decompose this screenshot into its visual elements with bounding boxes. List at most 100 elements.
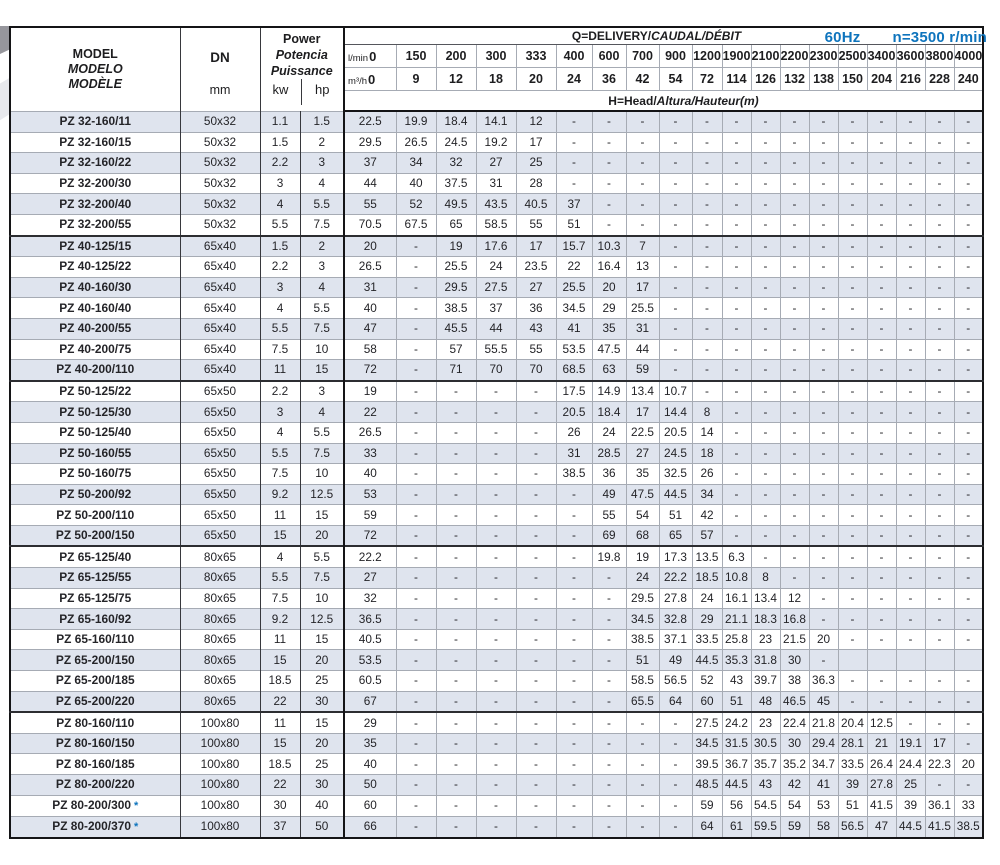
head-cell: - (751, 131, 781, 153)
head-cell: 33 (954, 794, 983, 817)
head-cell: 28.5 (592, 442, 627, 464)
head-cell: - (809, 379, 839, 402)
flow-m3h-cell: 204 (867, 67, 897, 91)
head-cell: - (867, 379, 897, 402)
table-header: MODEL MODELO MODÈLE DN mm Power Potencia Puissa… (10, 27, 983, 112)
kw-cell: 15 (260, 732, 301, 754)
hp-cell: 5.5 (300, 421, 345, 443)
flow-lmin-cell: 2500 (838, 44, 868, 68)
head-cell: - (896, 567, 926, 589)
head-cell: - (626, 774, 660, 796)
head-cell: - (659, 213, 693, 236)
head-cell: - (692, 359, 723, 381)
head-cell: - (896, 670, 926, 692)
head-cell: 20 (954, 753, 983, 775)
hp-cell: 20 (300, 524, 345, 547)
head-cell: 36.5 (344, 608, 397, 630)
head-cell: - (867, 401, 897, 423)
model-label: PZ 50-125/40 (59, 425, 132, 440)
hp-cell: 15 (300, 628, 345, 650)
head-cell: 42 (780, 774, 810, 796)
flow-m3h-cell: 114 (722, 67, 752, 91)
head-cell: 14 (692, 421, 723, 443)
flow-lmin-cell: 333 (516, 44, 557, 68)
head-cell: - (838, 504, 868, 526)
head-cell: 58.5 (476, 213, 517, 236)
head-cell: 37.5 (436, 172, 477, 194)
head-cell: - (954, 587, 983, 609)
head-cell: 17.5 (556, 379, 593, 402)
head-cell: - (722, 172, 752, 194)
head-cell: 18.3 (751, 608, 781, 630)
flow-m3h-cell: 150 (838, 67, 868, 91)
head-cell: - (751, 421, 781, 443)
head-cell: - (867, 193, 897, 215)
head-cell: - (476, 649, 517, 671)
head-cell: - (896, 338, 926, 360)
model-cell: PZ 65-160/110 (10, 628, 181, 650)
head-cell: 10.3 (592, 234, 627, 257)
head-cell: - (838, 690, 868, 713)
head-cell: - (516, 421, 557, 443)
head-cell: - (592, 753, 627, 775)
head-cell: - (896, 608, 926, 630)
head-cell: - (954, 483, 983, 505)
head-cell: 38.5 (954, 815, 983, 838)
model-cell: PZ 40-200/110 (10, 359, 181, 381)
dn-cell: 100x80 (180, 794, 261, 817)
head-cell: - (954, 567, 983, 589)
table-row: PZ 80-160/110 100x80 11 15 29- - - - - - - -27.5 24.… (10, 711, 983, 734)
head-cell: - (838, 421, 868, 443)
head-cell: - (751, 442, 781, 464)
kw-cell: 22 (260, 690, 301, 713)
head-cell: - (436, 649, 477, 671)
head-cell: - (436, 567, 477, 589)
head-cell: - (751, 379, 781, 402)
head-cell (896, 649, 926, 671)
head-cell: - (925, 131, 955, 153)
head-cell: 55 (516, 213, 557, 236)
model-cell: PZ 65-200/150 (10, 649, 181, 671)
dn-cell: 50x32 (180, 131, 261, 153)
head-cell: - (751, 463, 781, 485)
head-cell: - (751, 401, 781, 423)
head-cell: - (396, 338, 437, 360)
table-row: PZ 65-125/55 80x65 5.5 7.5 27- - - - - -24 22.2 18.… (10, 567, 983, 589)
head-cell: - (809, 483, 839, 505)
head-cell: - (396, 317, 437, 340)
head-cell: 38.5 (436, 297, 477, 319)
head-cell: - (556, 753, 593, 775)
flow-lmin-cell: l/min0 (344, 44, 397, 68)
head-cell: - (396, 628, 437, 650)
head-cell: - (838, 152, 868, 174)
kw-cell: 5.5 (260, 442, 301, 464)
head-cell: 29.5 (436, 276, 477, 298)
head-cell: 12.5 (867, 711, 897, 734)
hp-cell: 15 (300, 359, 345, 381)
head-cell: - (592, 774, 627, 796)
head-cell: - (476, 379, 517, 402)
head-cell: - (838, 213, 868, 236)
head-cell: 64 (692, 815, 723, 838)
head-cell: 60 (692, 690, 723, 713)
head-cell: 6.3 (722, 545, 752, 568)
flow-unit-label: l/min (348, 52, 369, 64)
head-cell: - (396, 359, 437, 381)
hp-cell: 3 (300, 152, 345, 174)
head-cell: - (692, 256, 723, 278)
model-label: PZ 65-160/92 (59, 611, 132, 626)
head-cell: 29 (592, 297, 627, 319)
model-label: PZ 32-200/30 (59, 176, 132, 191)
head-cell: - (838, 276, 868, 298)
head-cell: 65 (436, 213, 477, 236)
head-cell: - (867, 276, 897, 298)
head-cell: - (516, 815, 557, 838)
head-cell: - (925, 338, 955, 360)
head-cell: - (751, 276, 781, 298)
head-cell: 20 (344, 234, 397, 257)
kw-cell: 1.5 (260, 131, 301, 153)
dn-cell: 100x80 (180, 732, 261, 754)
head-cell: - (556, 110, 593, 133)
head-cell: - (954, 690, 983, 713)
head-cell: - (925, 483, 955, 505)
